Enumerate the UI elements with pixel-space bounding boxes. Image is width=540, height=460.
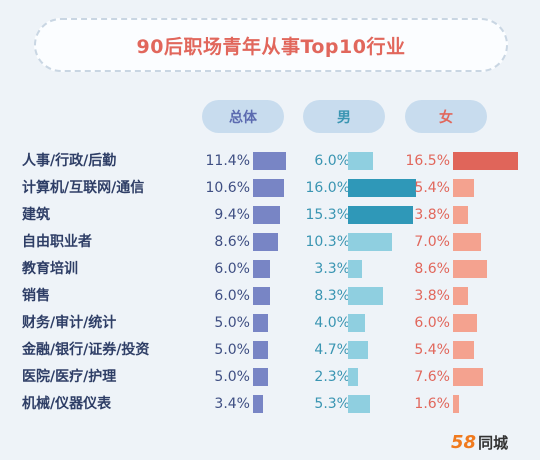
- total-bar: [253, 395, 263, 413]
- female-value-label: 6.0%: [414, 315, 450, 331]
- header-total: 总体: [202, 100, 284, 133]
- female-value-label: 8.6%: [414, 261, 450, 277]
- category-label: 自由职业者: [22, 234, 92, 250]
- male-value-label: 15.3%: [305, 207, 350, 223]
- chart-title: 90后职场青年从事Top10行业: [136, 35, 406, 58]
- category-label: 金融/银行/证券/投资: [22, 342, 150, 358]
- table-row: 销售 6.0% 8.3% 3.8%: [20, 283, 520, 309]
- male-value-label: 3.3%: [314, 261, 350, 277]
- total-bar: [253, 206, 280, 224]
- table-row: 金融/银行/证券/投资 5.0% 4.7% 5.4%: [20, 337, 520, 363]
- female-value-label: 7.0%: [414, 234, 450, 250]
- category-label: 医院/医疗/护理: [22, 369, 117, 385]
- header-male: 男: [303, 100, 385, 133]
- logo-text: 同城: [478, 433, 509, 452]
- total-bar: [253, 233, 278, 251]
- category-label: 机械/仪器仪表: [22, 396, 112, 412]
- male-value-label: 5.3%: [314, 396, 350, 412]
- total-bar: [253, 152, 286, 170]
- male-value-label: 8.3%: [314, 288, 350, 304]
- table-row: 自由职业者 8.6% 10.3% 7.0%: [20, 229, 520, 255]
- male-bar: [348, 368, 358, 386]
- male-bar: [348, 341, 368, 359]
- header-female: 女: [405, 100, 487, 133]
- female-bar: [453, 287, 468, 305]
- chart-card: 90后职场青年从事Top10行业 总体 男 女 人事/行政/后勤 11.4% 6.0…: [20, 0, 520, 460]
- logo-number: 58: [451, 431, 477, 453]
- female-bar: [453, 233, 481, 251]
- male-bar: [348, 206, 413, 224]
- male-bar: [348, 287, 383, 305]
- total-value-label: 11.4%: [205, 153, 250, 169]
- total-bar: [253, 341, 268, 359]
- male-value-label: 4.0%: [314, 315, 350, 331]
- male-bar: [348, 179, 416, 197]
- female-value-label: 1.6%: [414, 396, 450, 412]
- category-label: 教育培训: [22, 261, 78, 277]
- category-label: 人事/行政/后勤: [22, 153, 117, 169]
- male-bar: [348, 395, 370, 413]
- male-bar: [348, 260, 362, 278]
- total-bar: [253, 287, 270, 305]
- female-bar: [453, 341, 474, 359]
- male-value-label: 6.0%: [314, 153, 350, 169]
- brand-logo: 58 同城: [451, 430, 508, 454]
- table-row: 机械/仪器仪表 3.4% 5.3% 1.6%: [20, 391, 520, 417]
- male-bar: [348, 233, 392, 251]
- female-value-label: 5.4%: [414, 180, 450, 196]
- female-value-label: 16.5%: [405, 153, 450, 169]
- chart-rows: 人事/行政/后勤 11.4% 6.0% 16.5% 计算机/互联网/通信 10.6% 16.…: [20, 0, 520, 460]
- table-row: 人事/行政/后勤 11.4% 6.0% 16.5%: [20, 148, 520, 174]
- female-bar: [453, 179, 474, 197]
- total-value-label: 5.0%: [214, 369, 250, 385]
- female-value-label: 5.4%: [414, 342, 450, 358]
- total-bar: [253, 179, 284, 197]
- total-bar: [253, 260, 270, 278]
- category-label: 销售: [22, 288, 50, 304]
- female-bar: [453, 260, 487, 278]
- total-value-label: 3.4%: [214, 396, 250, 412]
- female-value-label: 3.8%: [414, 207, 450, 223]
- category-label: 计算机/互联网/通信: [22, 180, 145, 196]
- total-value-label: 8.6%: [214, 234, 250, 250]
- total-bar: [253, 314, 268, 332]
- total-value-label: 9.4%: [214, 207, 250, 223]
- table-row: 教育培训 6.0% 3.3% 8.6%: [20, 256, 520, 282]
- female-value-label: 7.6%: [414, 369, 450, 385]
- total-value-label: 6.0%: [214, 288, 250, 304]
- total-bar: [253, 368, 268, 386]
- female-bar: [453, 152, 518, 170]
- male-value-label: 10.3%: [305, 234, 350, 250]
- female-bar: [453, 395, 459, 413]
- table-row: 医院/医疗/护理 5.0% 2.3% 7.6%: [20, 364, 520, 390]
- male-bar: [348, 314, 365, 332]
- category-label: 建筑: [22, 207, 50, 223]
- table-row: 财务/审计/统计 5.0% 4.0% 6.0%: [20, 310, 520, 336]
- total-value-label: 6.0%: [214, 261, 250, 277]
- total-value-label: 5.0%: [214, 315, 250, 331]
- female-value-label: 3.8%: [414, 288, 450, 304]
- total-value-label: 10.6%: [205, 180, 250, 196]
- female-bar: [453, 206, 468, 224]
- male-value-label: 4.7%: [314, 342, 350, 358]
- total-value-label: 5.0%: [214, 342, 250, 358]
- category-label: 财务/审计/统计: [22, 315, 117, 331]
- female-bar: [453, 368, 483, 386]
- female-bar: [453, 314, 477, 332]
- male-bar: [348, 152, 373, 170]
- table-row: 建筑 9.4% 15.3% 3.8%: [20, 202, 520, 228]
- male-value-label: 2.3%: [314, 369, 350, 385]
- male-value-label: 16.0%: [305, 180, 350, 196]
- table-row: 计算机/互联网/通信 10.6% 16.0% 5.4%: [20, 175, 520, 201]
- title-banner: 90后职场青年从事Top10行业: [34, 18, 508, 72]
